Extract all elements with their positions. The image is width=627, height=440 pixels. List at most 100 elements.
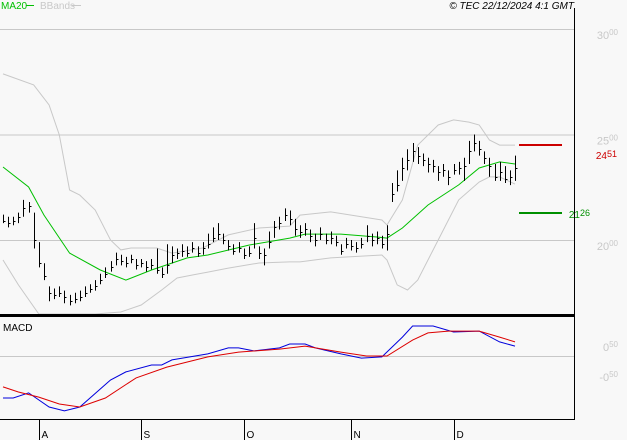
ma20-legend-label: MA20 [1, 1, 28, 12]
price-bar [484, 151, 487, 165]
price-bar [100, 273, 103, 285]
price-bar [438, 166, 441, 181]
price-bar [233, 244, 236, 255]
price-bar [336, 235, 339, 247]
price-bar [361, 237, 364, 249]
price-bar [274, 221, 277, 238]
price-bar [315, 233, 318, 247]
price-level-label: 2126 [569, 208, 590, 221]
price-bar [320, 227, 323, 240]
price-bar [239, 242, 242, 253]
price-bar [351, 240, 354, 251]
price-bar [54, 288, 57, 300]
macd-panel-title: MACD [3, 323, 32, 334]
price-bar [407, 149, 410, 171]
bbands-legend-label: BBands [40, 1, 75, 12]
price-bar [495, 164, 498, 181]
price-bar [141, 258, 144, 268]
price-bar [459, 161, 462, 175]
price-bar [203, 242, 206, 255]
price-bar [510, 170, 513, 186]
macd-tick-label: 050 [603, 340, 619, 354]
price-bar [85, 286, 88, 297]
price-bar [433, 159, 436, 173]
price-bar [489, 157, 492, 177]
price-bar [223, 233, 226, 245]
price-bar [228, 240, 231, 251]
price-bar [392, 183, 395, 203]
price-bar [464, 157, 467, 181]
macd-tick-label: -050 [599, 370, 618, 384]
price-bar [44, 263, 47, 281]
price-bar [116, 252, 119, 266]
price-bar [8, 216, 11, 228]
month-label: N [354, 430, 361, 440]
price-bar [90, 284, 93, 293]
price-bar [64, 290, 67, 304]
price-bar [177, 248, 180, 259]
price-bar [295, 218, 298, 236]
price-level-label: 2451 [596, 149, 617, 162]
bollinger-upper-band [2, 73, 515, 254]
price-bar [372, 233, 375, 247]
price-bar [34, 212, 37, 249]
price-bar [423, 153, 426, 167]
price-bar [192, 242, 195, 253]
price-bar [382, 235, 385, 249]
month-label: S [144, 430, 151, 440]
price-bar [3, 214, 6, 224]
price-bar [254, 223, 257, 249]
price-bar [428, 157, 431, 173]
price-tick-label: 3000 [597, 28, 619, 42]
price-bar [500, 161, 503, 181]
price-bar [279, 216, 282, 230]
price-bar [310, 229, 313, 243]
price-bar [80, 290, 83, 302]
price-bar [146, 261, 149, 272]
price-bar [448, 170, 451, 186]
price-bar [167, 244, 170, 274]
price-bar [162, 267, 165, 278]
price-bar [187, 246, 190, 257]
price-bar [259, 246, 262, 259]
price-bar [29, 202, 32, 213]
price-bar [39, 242, 42, 268]
price-bar [182, 244, 185, 257]
price-bar [413, 142, 416, 162]
price-bar [75, 292, 78, 304]
price-bar [346, 237, 349, 249]
macd-line [3, 325, 516, 412]
price-bar [136, 258, 139, 270]
month-label: O [247, 430, 255, 440]
price-bar [469, 140, 472, 165]
price-bar [70, 294, 73, 306]
price-bar [454, 164, 457, 175]
price-bar [121, 254, 124, 266]
price-bar [367, 225, 370, 243]
price-bar [244, 248, 247, 259]
price-bar [249, 246, 252, 257]
price-bar [387, 225, 390, 251]
copyright-timestamp: © TEC 22/12/2024 4:1 GMT [449, 1, 575, 12]
price-bar [341, 244, 344, 255]
price-bar [131, 254, 134, 264]
price-bar [126, 256, 129, 268]
price-bar [49, 286, 52, 302]
price-bar [300, 225, 303, 238]
price-bar [479, 140, 482, 156]
price-tick-label: 2000 [597, 239, 619, 253]
price-bar [18, 212, 21, 224]
price-bar [397, 170, 400, 192]
month-label: D [457, 430, 464, 440]
price-bar [356, 242, 359, 253]
price-bar [59, 286, 62, 297]
month-label: A [42, 430, 49, 440]
price-bar [23, 199, 26, 217]
price-bar [213, 227, 216, 243]
price-bar [331, 231, 334, 245]
price-bar [13, 216, 16, 226]
price-bar [105, 267, 108, 278]
price-bar [505, 166, 508, 184]
price-bar [418, 147, 421, 165]
signal-line [2, 330, 516, 408]
